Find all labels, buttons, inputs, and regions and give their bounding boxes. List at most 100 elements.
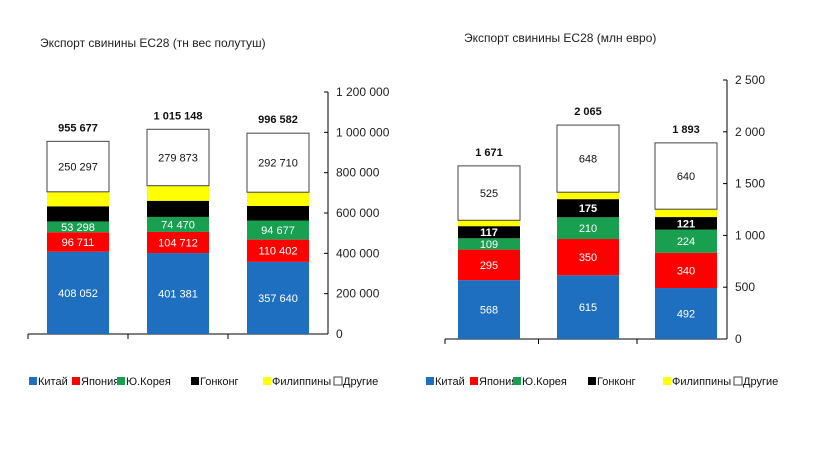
data-label-japan: 350 — [579, 252, 597, 264]
legend-swatch-philippines — [663, 377, 671, 385]
data-label-other: 292 710 — [258, 158, 298, 170]
data-label-other: 250 297 — [58, 162, 98, 174]
data-label-other: 279 873 — [158, 152, 198, 164]
bar-segment-korea — [147, 216, 209, 232]
total-label: 1 015 148 — [154, 110, 203, 122]
bar-segment-hongkong — [47, 206, 109, 222]
data-label-china: 615 — [579, 302, 597, 314]
bar-segment-philippines — [247, 192, 309, 206]
bar-segment-philippines — [147, 185, 209, 201]
total-label: 2 065 — [574, 106, 602, 118]
chart-title-euro: Экспорт свинины ЕС28 (млн евро) — [464, 31, 657, 45]
legend-label-other: Другие — [343, 376, 378, 388]
bar-segment-japan — [47, 232, 109, 252]
legend-swatch-hongkong — [191, 377, 199, 385]
bar-segment-philippines — [557, 192, 619, 200]
bar-segment-hongkong — [458, 226, 520, 239]
data-label-other: 640 — [677, 171, 695, 183]
bar-segment-philippines — [458, 220, 520, 227]
data-label-other: 525 — [480, 188, 498, 200]
data-label-hongkong: 121 — [677, 218, 695, 230]
legend-swatch-philippines — [263, 377, 271, 385]
bar-segment-japan — [458, 249, 520, 281]
legend-swatch-china — [426, 377, 434, 385]
y-tick-label: 2 500 — [735, 73, 765, 87]
data-label-china: 408 052 — [58, 288, 98, 300]
data-label-china: 357 640 — [258, 293, 298, 305]
legend-label-other: Другие — [743, 376, 778, 388]
data-label-japan: 110 402 — [259, 246, 298, 258]
bar-segment-china — [47, 251, 109, 334]
data-label-japan: 295 — [480, 260, 498, 272]
legend-label-philippines: Филиппины — [272, 376, 331, 388]
data-label-korea: 53 298 — [61, 222, 95, 234]
y-tick-label: 1 200 000 — [336, 85, 390, 99]
bar-segment-other — [457, 165, 521, 221]
legend-label-japan: Япония — [81, 376, 119, 388]
total-label: 1 671 — [475, 147, 503, 159]
data-label-korea: 74 470 — [161, 219, 195, 231]
bar-segment-china — [458, 280, 520, 339]
data-label-japan: 96 711 — [62, 237, 95, 249]
bar-segment-other — [46, 140, 110, 193]
chart-title-tonnes: Экспорт свинины ЕС28 (тн вес полутуш) — [40, 36, 266, 50]
bar-segment-other — [246, 132, 310, 193]
bar-segment-japan — [147, 231, 209, 254]
bar-segment-china — [557, 275, 619, 339]
total-label: 955 677 — [58, 122, 98, 134]
y-tick-label: 1 000 — [735, 228, 765, 242]
legend-swatch-other — [733, 376, 743, 386]
data-label-japan: 104 712 — [158, 237, 198, 249]
data-label-korea: 224 — [677, 236, 695, 248]
bar-segment-china — [655, 288, 717, 339]
bar-segment-japan — [557, 239, 619, 276]
data-label-korea: 109 — [480, 239, 498, 251]
bar-segment-hongkong — [557, 199, 619, 218]
y-tick-label: 400 000 — [336, 246, 380, 260]
bar-segment-china — [247, 261, 309, 334]
bar-segment-korea — [458, 238, 520, 250]
bar-segment-other — [146, 128, 210, 187]
bar-segment-hongkong — [147, 200, 209, 217]
legend-swatch-china — [29, 377, 37, 385]
bar-segment-hongkong — [247, 205, 309, 221]
data-label-china: 568 — [480, 305, 498, 317]
legend-swatch-other — [333, 376, 343, 386]
bar-segment-korea — [47, 221, 109, 233]
bar-segment-other — [654, 142, 718, 210]
legend-label-korea: Ю.Корея — [126, 376, 171, 388]
y-tick-label: 2 000 — [735, 125, 765, 139]
legend-swatch-korea — [513, 377, 521, 385]
total-label: 1 893 — [672, 124, 700, 136]
legend-swatch-japan — [72, 377, 80, 385]
legend-label-japan: Япония — [479, 376, 517, 388]
y-tick-label: 1 500 — [735, 177, 765, 191]
y-tick-label: 0 — [336, 327, 343, 341]
legend-label-korea: Ю.Корея — [522, 376, 567, 388]
data-label-hongkong: 117 — [480, 227, 498, 239]
bar-segment-philippines — [47, 191, 109, 207]
bar-segment-japan — [655, 252, 717, 289]
legend-label-china: Китай — [435, 376, 465, 388]
bar-segment-korea — [655, 229, 717, 253]
total-label: 996 582 — [258, 114, 298, 126]
legend-swatch-hongkong — [588, 377, 596, 385]
bar-segment-philippines — [655, 209, 717, 218]
bar-segment-korea — [557, 217, 619, 240]
bar-segment-other — [556, 124, 620, 193]
y-tick-label: 200 000 — [336, 287, 380, 301]
legend-swatch-japan — [470, 377, 478, 385]
legend-label-hongkong: Гонконг — [200, 376, 239, 388]
data-label-hongkong: 175 — [579, 203, 597, 215]
legend-label-china: Китай — [38, 376, 68, 388]
data-label-korea: 94 677 — [261, 225, 295, 237]
y-tick-label: 800 000 — [336, 166, 380, 180]
legend-label-philippines: Филиппины — [672, 376, 731, 388]
data-label-china: 401 381 — [158, 289, 198, 301]
y-tick-label: 500 — [735, 280, 755, 294]
legend-label-hongkong: Гонконг — [597, 376, 636, 388]
bar-segment-japan — [247, 239, 309, 262]
bar-segment-china — [147, 253, 209, 334]
bar-segment-korea — [247, 220, 309, 240]
